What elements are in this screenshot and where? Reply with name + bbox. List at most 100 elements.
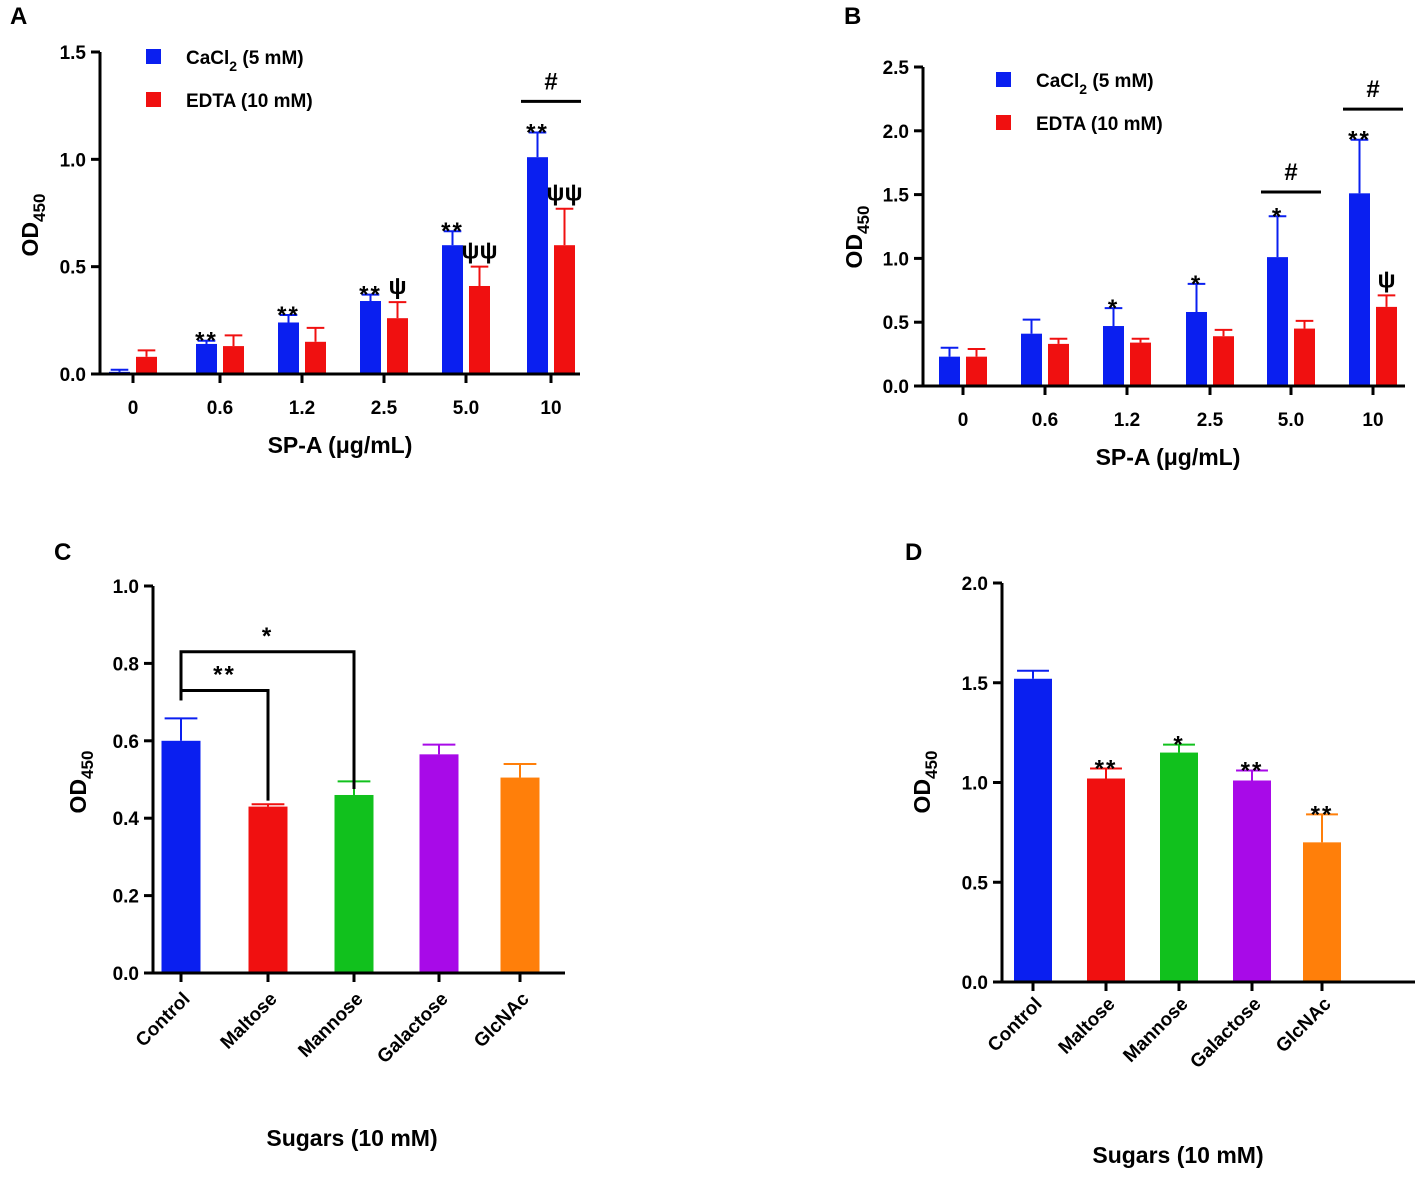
panel-c: C 0.0 0.2 0.4 0.6 0.8 1.0 Control Maltose Mannose… [54,539,565,1151]
panel-c-bracket-label: * [262,623,273,650]
panel-a-legend-label: EDTA (10 mM) [186,91,313,112]
panel-b-bar-edta [1130,342,1151,385]
panel-b-x-tick-label: 0.6 [1032,410,1058,431]
panel-a-significance-label: ** [441,218,464,245]
panel-d-y-tick-label: 1.5 [962,674,989,695]
panel-a-x-tick-label: 1.2 [289,398,315,419]
panel-b-bar-edta [966,356,987,385]
panel-a-bar-cacl2 [527,157,548,373]
panel-d-x-tick-label: Maltose [1055,994,1120,1059]
panel-d-x-tick-label: GlcNAc [1272,993,1336,1057]
panel-b-x-tick-label: 0 [958,410,969,431]
panel-c-y-tick-label: 1.0 [113,577,139,598]
panel-a-bar-cacl2 [442,245,463,373]
panel-a-x-axis-title: SP-A (μg/mL) [268,432,413,458]
panel-b-legend-swatch [996,115,1011,130]
panel-a-hash-label: # [544,68,557,95]
panel-a-y-axis-title-main: OD [17,222,43,257]
panel-d-y-tick-label: 1.0 [962,774,988,795]
panel-a-bar-cacl2 [109,371,130,373]
panel-d-significance-label: ** [1241,758,1264,785]
panel-c-y-tick-label: 0.2 [113,887,139,908]
panel-d-y-axis-title-sub: 450 [922,751,941,779]
panel-b-significance-label: * [1272,203,1283,230]
panel-a-legend-label-rest: (5 mM) [237,48,304,69]
panel-b-y-tick-label: 2.0 [883,122,909,143]
panel-c-y-tick-label: 0.6 [113,732,139,753]
panel-c-y-axis-title-main: OD [65,779,91,814]
panel-b-x-tick-label: 2.5 [1197,410,1224,431]
panel-a-bar-edta [554,245,575,373]
panel-b-bar-edta [1376,306,1397,385]
panel-b-legend-label-main: CaCl [1036,71,1079,92]
panel-a-significance-label: ** [195,328,218,355]
panel-c-bar-maltose [248,806,288,972]
panel-b-significance-label: * [1108,295,1119,322]
panel-a-x-tick-label: 0.6 [207,398,233,419]
panel-a-x-tick-label: 5.0 [453,398,479,419]
panel-d-significance-label: ** [1311,801,1334,828]
panel-b-bar-cacl2 [1267,257,1288,385]
panel-a-significance-label: ψψ [546,180,582,207]
panel-a-letter: A [10,3,27,30]
panel-c-y-tick-label: 0.8 [113,654,139,675]
panel-a-bar-cacl2 [278,322,299,373]
panel-a-legend-label: CaCl2 (5 mM) [186,48,304,74]
panel-b-y-axis-title-main: OD [841,234,867,269]
panel-a-bar-cacl2 [196,343,217,373]
panel-c-x-axis-title: Sugars (10 mM) [266,1125,437,1151]
panel-d-y-axis-title-main: OD [909,779,935,814]
panel-c-y-tick-label: 0.4 [113,809,140,830]
panel-a-bar-cacl2 [360,301,381,373]
panel-b-bar-edta [1213,336,1234,385]
panel-a-y-tick-label: 0.0 [60,365,86,386]
panel-b-y-tick-label: 2.5 [883,58,910,79]
panel-b-bar-cacl2 [1186,311,1207,385]
panel-a-significance-label: ψ [388,273,406,300]
panel-a-bar-edta [469,285,490,373]
panel-d-x-tick-label: Control [984,994,1047,1057]
panel-c-x-tick-label: Mannose [294,989,367,1062]
panel-b-letter: B [844,3,861,30]
panel-b-y-tick-label: 0.5 [883,313,910,334]
panel-b-bar-edta [1294,328,1315,385]
panel-c-x-tick-label: Galactose [373,989,452,1068]
panel-d-bar-maltose [1087,778,1125,981]
panel-b-y-tick-label: 1.0 [883,249,909,270]
panel-d-y-tick-label: 0.0 [962,973,988,994]
panel-d-bar-galactose [1233,780,1271,981]
panel-a-x-tick-label: 0 [128,398,139,419]
panel-d-y-tick-label: 2.0 [962,574,988,595]
panel-d-bar-mannose [1160,752,1198,981]
panel-b-bar-edta [1048,343,1069,385]
panel-d-significance-label: * [1173,732,1184,759]
panel-b-legend-label-rest: (5 mM) [1087,71,1154,92]
panel-a-legend-swatch [146,49,161,64]
panel-d-y-axis-title: OD450 [909,751,941,814]
panel-a-y-tick-label: 0.5 [60,258,87,279]
panel-c-y-axis-title: OD450 [65,751,97,814]
panel-d-letter: D [905,539,922,566]
panel-b-hash-label: # [1284,159,1297,186]
panel-d-x-axis-title: Sugars (10 mM) [1092,1142,1263,1168]
panel-b-bar-cacl2 [1103,326,1124,385]
panel-d-y-tick-label: 0.5 [962,873,989,894]
panel-b-significance-label: ψ [1377,266,1395,293]
panel-b-x-axis-title: SP-A (μg/mL) [1096,444,1241,470]
panel-a-y-tick-label: 1.5 [60,43,87,64]
panel-c-x-tick-label: GlcNAc [470,988,534,1052]
panel-a-legend-label-main: EDTA (10 mM) [186,91,313,112]
panel-b-legend-swatch [996,72,1011,87]
panel-b-y-axis-title-sub: 450 [854,206,873,234]
panel-b-significance-label: ** [1348,127,1371,154]
panel-a-x-tick-label: 2.5 [371,398,398,419]
panel-c-letter: C [54,539,71,566]
panel-a-bar-edta [305,341,326,373]
panel-a-bar-edta [136,356,157,373]
panel-c-bar-galactose [419,754,459,972]
panel-b-legend-label-sub: 2 [1079,81,1087,97]
panel-b-significance-label: * [1191,271,1202,298]
panel-d: D 0.0 0.5 1.0 1.5 2.0 Control Maltose MannoseGal… [905,539,1415,1168]
panel-c-x-tick-label: Control [132,989,195,1052]
